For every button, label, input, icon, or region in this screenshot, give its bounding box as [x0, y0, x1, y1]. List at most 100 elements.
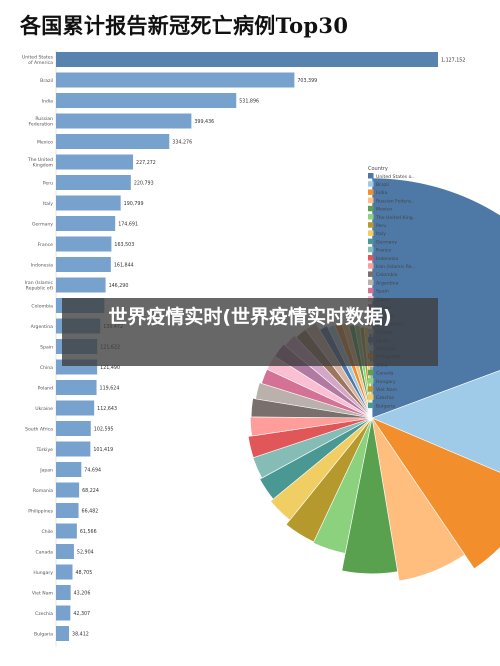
pie-slice: [252, 417, 373, 479]
category-tick-label: South Africa: [25, 426, 53, 432]
bar-value-label: 161,844: [114, 262, 134, 268]
bar: [56, 52, 438, 67]
bar-value-label: 102,595: [94, 426, 114, 432]
pie-slice: [250, 416, 373, 437]
legend-swatch: [368, 369, 374, 376]
bar: [56, 605, 71, 621]
bar: [56, 236, 112, 252]
category-tick-label: Argentina: [31, 324, 54, 330]
legend-swatch: [368, 279, 374, 286]
category-tick-label: Bulgaria: [34, 631, 53, 637]
legend-swatch: [368, 402, 374, 409]
bar-value-label: 334,276: [172, 139, 192, 145]
legend-entry: Russian Federa..: [376, 198, 414, 204]
bar-value-label: 42,307: [73, 611, 90, 617]
bar-value-label: 52,904: [77, 549, 94, 555]
legend-entry: Hungary: [376, 379, 396, 385]
category-tick-label: Czechia: [35, 611, 53, 617]
bar-value-label: 174,691: [118, 221, 138, 227]
legend-swatch: [368, 205, 374, 212]
bar: [56, 93, 237, 108]
bar-value-label: 61,566: [80, 529, 97, 535]
legend-swatch: [368, 214, 374, 220]
legend-title: Country: [368, 166, 388, 172]
category-tick-label: Chile: [42, 529, 54, 535]
pie-slice: [259, 417, 373, 500]
bar: [56, 277, 106, 293]
category-tick-label: Germany: [32, 221, 53, 227]
category-tick-label: Iran (Islamic Republic of): [25, 280, 54, 291]
legend-swatch: [368, 271, 374, 277]
bar: [56, 175, 131, 190]
category-tick-label: Poland: [38, 385, 53, 391]
legend-entry: Iran (Islamic Re..: [376, 264, 415, 270]
bar-value-label: 1,127,152: [441, 57, 465, 63]
legend-entry: Viet Nam: [376, 387, 398, 393]
legend-entry: The United King..: [375, 215, 416, 221]
bar-value-label: 74,694: [84, 467, 101, 473]
bar: [56, 257, 111, 272]
pie-slice: [371, 417, 466, 582]
bar-value-label: 146,290: [109, 283, 129, 289]
bar: [56, 585, 71, 600]
bar: [56, 441, 91, 457]
category-tick-label: Colombia: [31, 303, 53, 309]
bar: [56, 380, 97, 395]
bar: [56, 134, 170, 149]
pie-slice: [285, 417, 373, 543]
bar: [56, 482, 80, 498]
bar-value-label: 112,643: [97, 406, 117, 412]
pie-slice: [341, 417, 398, 575]
bar-value-label: 531,896: [239, 98, 259, 104]
page-title: 各国累计报告新冠死亡病例Top30: [20, 13, 349, 38]
legend-swatch: [368, 263, 374, 269]
category-tick-label: Hungary: [33, 570, 53, 576]
category-tick-label: The United Kingdom: [27, 157, 54, 168]
pie-slice: [371, 417, 500, 570]
legend-swatch: [368, 197, 374, 204]
bar-value-label: 703,399: [297, 78, 317, 84]
legend-entry: Italy: [376, 231, 386, 237]
bar: [56, 462, 82, 477]
legend-swatch: [368, 222, 374, 228]
legend-entry: Bulgaria: [376, 403, 395, 409]
category-tick-label: Philippines: [28, 508, 53, 514]
legend-entry: India: [376, 190, 387, 196]
category-tick-label: Canada: [36, 549, 54, 555]
bar-value-label: 101,419: [93, 447, 113, 453]
legend-swatch: [368, 189, 374, 195]
bar-value-label: 163,503: [114, 242, 134, 248]
legend-entry: Canada: [376, 371, 394, 377]
legend-swatch: [368, 230, 374, 236]
legend-swatch: [368, 378, 374, 384]
category-tick-label: Italy: [43, 201, 53, 207]
legend-swatch: [368, 394, 374, 400]
bar: [56, 503, 79, 518]
legend-swatch: [368, 238, 374, 245]
legend-entry: Indonesia: [376, 256, 398, 262]
bar: [56, 72, 295, 88]
legend-swatch: [368, 246, 374, 253]
legend-entry: Mexico: [376, 207, 392, 213]
legend-entry: Germany: [376, 239, 397, 245]
pie-slice: [371, 370, 500, 473]
bar: [56, 195, 121, 211]
bar: [56, 626, 70, 641]
bar: [56, 400, 95, 416]
bar: [56, 544, 74, 559]
category-tick-label: France: [38, 242, 53, 248]
bar-value-label: 43,206: [74, 590, 91, 596]
bar-value-label: 227,272: [136, 160, 156, 166]
bar: [56, 216, 116, 231]
bar: [56, 523, 77, 539]
category-tick-label: Indonesia: [31, 262, 53, 268]
category-tick-label: Viet Nam: [32, 590, 54, 596]
bar: [56, 154, 134, 170]
legend-swatch: [368, 255, 374, 261]
legend-entry: Argentina: [376, 280, 399, 286]
category-tick-label: Ukraine: [35, 406, 53, 412]
category-tick-label: Japan: [39, 467, 53, 473]
category-tick-label: United States of America: [22, 55, 54, 66]
legend-entry: Peru: [376, 223, 386, 229]
category-tick-label: Peru: [43, 180, 53, 186]
